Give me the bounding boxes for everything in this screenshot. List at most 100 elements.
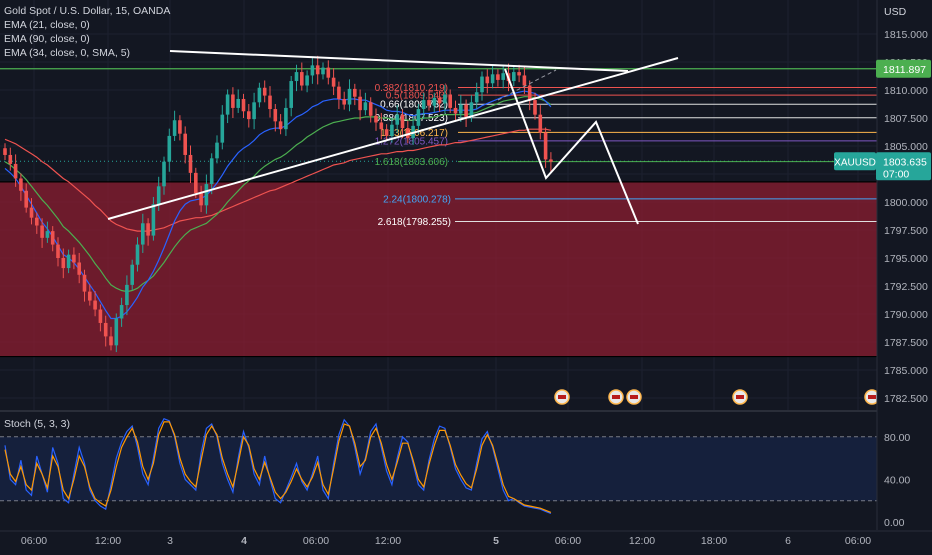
candle-body: [284, 107, 288, 130]
fib-label: 2.24(1800.278): [383, 194, 451, 205]
candle-body: [56, 244, 60, 258]
stoch-legend: Stoch (5, 3, 3): [4, 418, 70, 430]
time-tick: 18:00: [701, 535, 727, 547]
candle-body: [125, 284, 129, 306]
candle-body: [167, 135, 172, 162]
candle-body: [543, 132, 548, 160]
candle-body: [172, 120, 177, 136]
candle-body: [141, 223, 145, 245]
candle-body: [257, 87, 262, 103]
event-flag-icon: [558, 395, 566, 399]
candle-body: [146, 223, 150, 236]
price-tick: 1805.000: [884, 141, 928, 153]
candle-body: [45, 231, 50, 238]
price-tick: 1787.500: [884, 337, 928, 349]
candle-body: [273, 109, 278, 122]
legend-ema-34: EMA (34, close, 0, SMA, 5): [4, 47, 131, 59]
candle-body: [353, 88, 357, 97]
current-price-badge: [876, 152, 931, 181]
symbol-badge: [834, 152, 876, 171]
candle-body: [400, 114, 405, 129]
candle-body: [119, 305, 124, 319]
candle-body: [474, 92, 479, 103]
candle-body: [178, 120, 182, 134]
candle-body: [485, 76, 490, 84]
candle-body: [262, 87, 267, 96]
stoch-tick: 0.00: [884, 517, 905, 529]
candle-body: [77, 262, 81, 275]
stoch-layer: [0, 417, 877, 515]
level-price-badge: [876, 59, 931, 78]
candle-body: [103, 322, 108, 337]
ema-34-line: [4, 96, 552, 293]
candle-body: [490, 74, 495, 84]
candle-body: [342, 98, 346, 105]
candle-body: [61, 258, 66, 269]
candle-body: [379, 122, 384, 130]
candle-body: [40, 225, 44, 238]
candle-body: [35, 217, 39, 226]
time-tick: 12:00: [375, 535, 401, 547]
candle-body: [29, 207, 34, 218]
chart-legend: Gold Spot / U.S. Dollar, 15, OANDA EMA (…: [4, 4, 170, 60]
ema-90-line: [4, 128, 552, 232]
legend-ema-21: EMA (21, close, 0): [4, 19, 90, 31]
candle-body: [66, 254, 71, 269]
candle-body: [310, 65, 315, 76]
time-tick: 06:00: [303, 535, 329, 547]
fib-label: 1.272(1805.457): [375, 136, 448, 147]
fib-label: 0.66(1808.732): [380, 100, 448, 111]
candle-body: [464, 104, 468, 117]
price-tick: 1797.500: [884, 225, 928, 237]
candle-body: [480, 76, 484, 93]
candle-body: [225, 94, 230, 115]
candle-body: [162, 161, 166, 187]
candle-body: [24, 190, 28, 208]
candle-body: [395, 114, 399, 125]
fib-label: 0.382(1810.219): [375, 83, 448, 94]
candle-body: [183, 133, 187, 155]
price-tick: 1800.000: [884, 197, 928, 209]
candle-body: [50, 231, 55, 245]
candle-body: [517, 72, 521, 76]
candle-body: [114, 318, 119, 346]
candle-body: [98, 309, 103, 323]
candle-body: [427, 100, 431, 106]
candle-body: [130, 264, 134, 285]
candle-body: [321, 67, 325, 75]
fib-layer: 0.382(1810.219)0.5(1809.543)0.66(1808.73…: [375, 83, 877, 228]
candle-body: [268, 95, 272, 110]
candle-body: [247, 111, 251, 120]
candle-body: [305, 75, 309, 86]
candle-body: [231, 94, 235, 108]
candle-body: [156, 186, 161, 205]
candle-body: [236, 98, 240, 108]
price-tick: 1815.000: [884, 29, 928, 41]
symbol-label: XAUUSD: [834, 157, 876, 168]
zone-layer: [0, 68, 877, 358]
level-price-label: 1811.897: [883, 64, 926, 76]
time-tick: 5: [493, 535, 499, 547]
candle-body: [527, 85, 532, 101]
candle-body: [13, 163, 18, 179]
projection-zigzag: [504, 68, 639, 225]
price-tick: 1782.500: [884, 393, 928, 405]
trendline-upper: [169, 50, 629, 72]
events-layer: [554, 389, 880, 405]
candle-body: [315, 65, 320, 75]
time-tick: 6: [785, 535, 791, 547]
time-tick: 12:00: [629, 535, 655, 547]
candle-body: [209, 158, 214, 185]
candle-body: [300, 72, 304, 86]
supply-zone: [0, 181, 877, 357]
candle-body: [82, 274, 87, 292]
stoch-band: [0, 436, 877, 501]
event-flag-icon: [868, 395, 876, 399]
candle-body: [331, 77, 336, 87]
candle-body: [135, 244, 140, 265]
candle-body: [448, 94, 452, 108]
candle-body: [432, 97, 437, 106]
candle-body: [416, 109, 421, 126]
